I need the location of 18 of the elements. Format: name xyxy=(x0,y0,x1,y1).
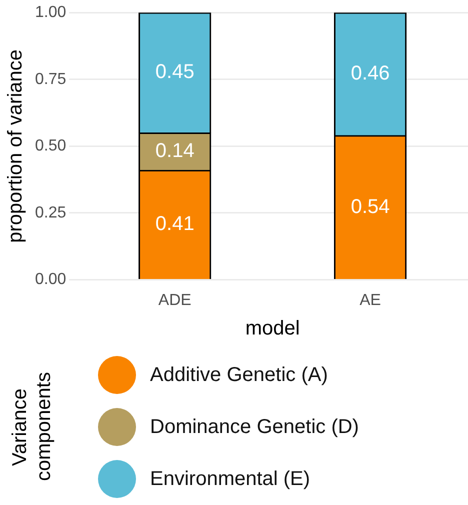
y-tick-label: 0.75 xyxy=(35,70,66,88)
data-label: 0.54 xyxy=(350,196,390,218)
y-tick-label: 0.00 xyxy=(35,271,66,288)
x-tick-label: AE xyxy=(360,292,381,309)
legend-title: Variance components xyxy=(8,372,56,484)
legend-label: Dominance Genetic (D) xyxy=(150,416,359,438)
data-label: 0.46 xyxy=(350,62,390,85)
data-label: 0.45 xyxy=(155,61,194,84)
y-tick-label: 0.25 xyxy=(35,204,66,222)
y-axis-title: proportion of variance xyxy=(4,49,27,243)
data-label: 0.41 xyxy=(155,213,194,236)
y-tick-label: 0.50 xyxy=(35,138,66,155)
x-axis-title: model xyxy=(245,318,300,340)
legend-label: Environmental (E) xyxy=(150,468,310,490)
legend-label: Additive Genetic (A) xyxy=(150,364,328,386)
data-label: 0.14 xyxy=(155,140,194,162)
y-tick-label: 1.00 xyxy=(35,4,66,22)
x-tick-label: ADE xyxy=(158,292,192,309)
